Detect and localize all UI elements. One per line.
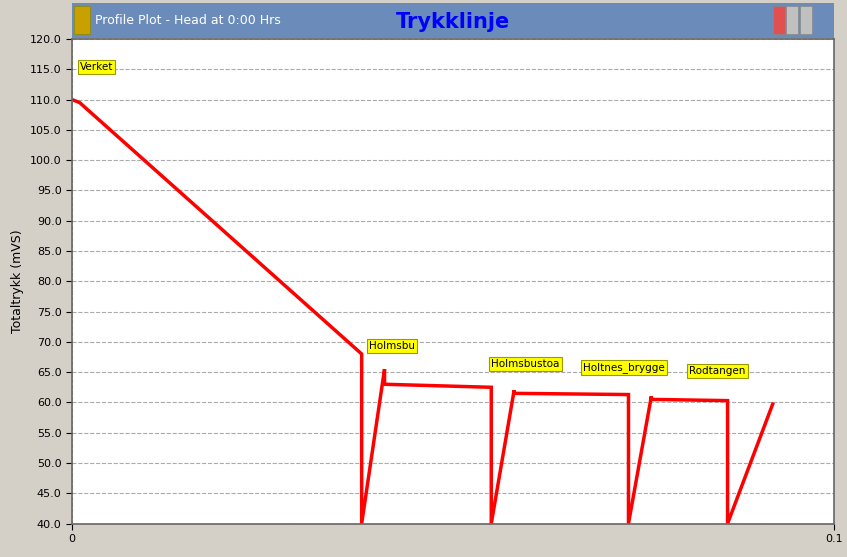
- FancyBboxPatch shape: [72, 3, 834, 38]
- Text: Rodtangen: Rodtangen: [689, 367, 746, 377]
- Text: Verket: Verket: [80, 62, 113, 72]
- Title: Trykklinje: Trykklinje: [396, 12, 510, 32]
- Text: Holmsbu: Holmsbu: [369, 341, 415, 351]
- Bar: [74, 6, 91, 34]
- FancyBboxPatch shape: [800, 6, 812, 34]
- Y-axis label: Totaltrykk (mVS): Totaltrykk (mVS): [11, 229, 25, 333]
- Text: Holmsbustoa: Holmsbustoa: [491, 359, 560, 369]
- FancyBboxPatch shape: [786, 6, 799, 34]
- Text: Profile Plot - Head at 0:00 Hrs: Profile Plot - Head at 0:00 Hrs: [95, 14, 280, 27]
- Text: Holtnes_brygge: Holtnes_brygge: [583, 363, 665, 373]
- FancyBboxPatch shape: [772, 6, 784, 34]
